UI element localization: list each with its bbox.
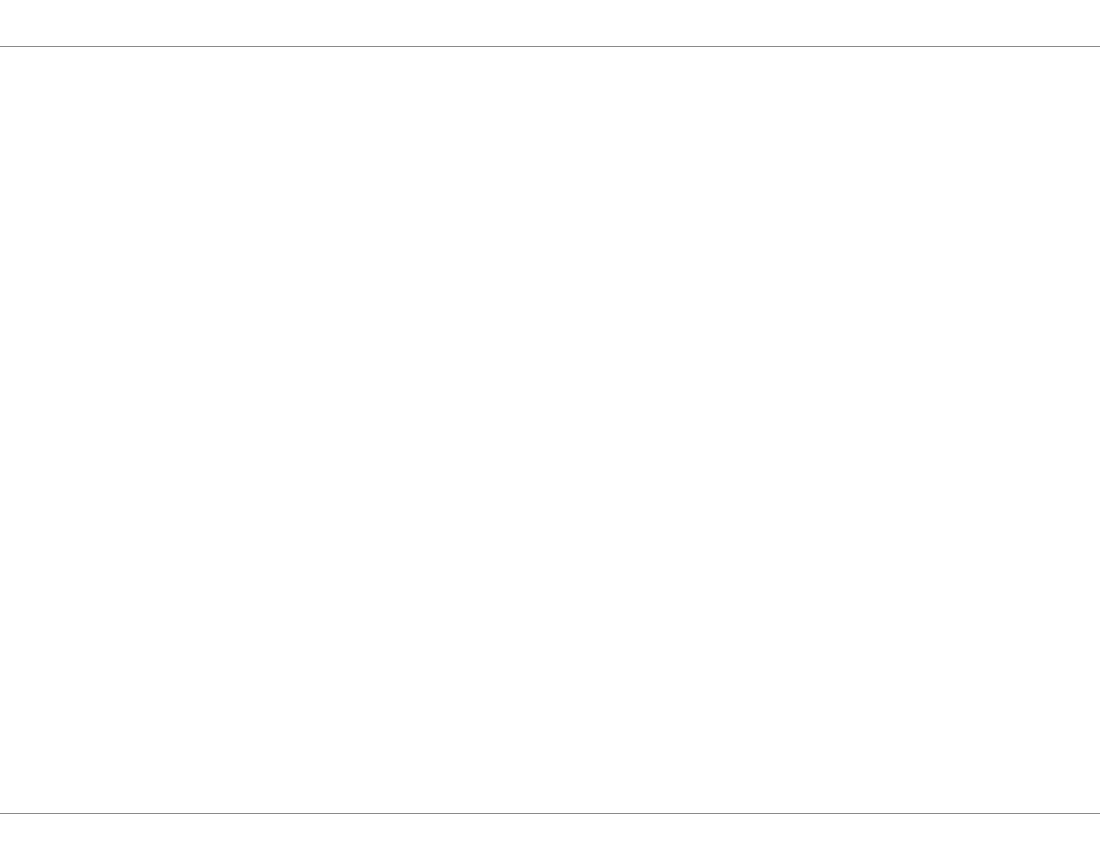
colorbar-gradient bbox=[15, 834, 1085, 848]
map-container[interactable] bbox=[0, 46, 1100, 814]
header bbox=[0, 0, 1100, 46]
map-boundaries-overlay bbox=[0, 47, 1100, 814]
colorbar-container bbox=[0, 815, 1100, 850]
colorbar-tick-labels bbox=[0, 815, 1100, 833]
temperature-field-canvas bbox=[0, 47, 1100, 813]
